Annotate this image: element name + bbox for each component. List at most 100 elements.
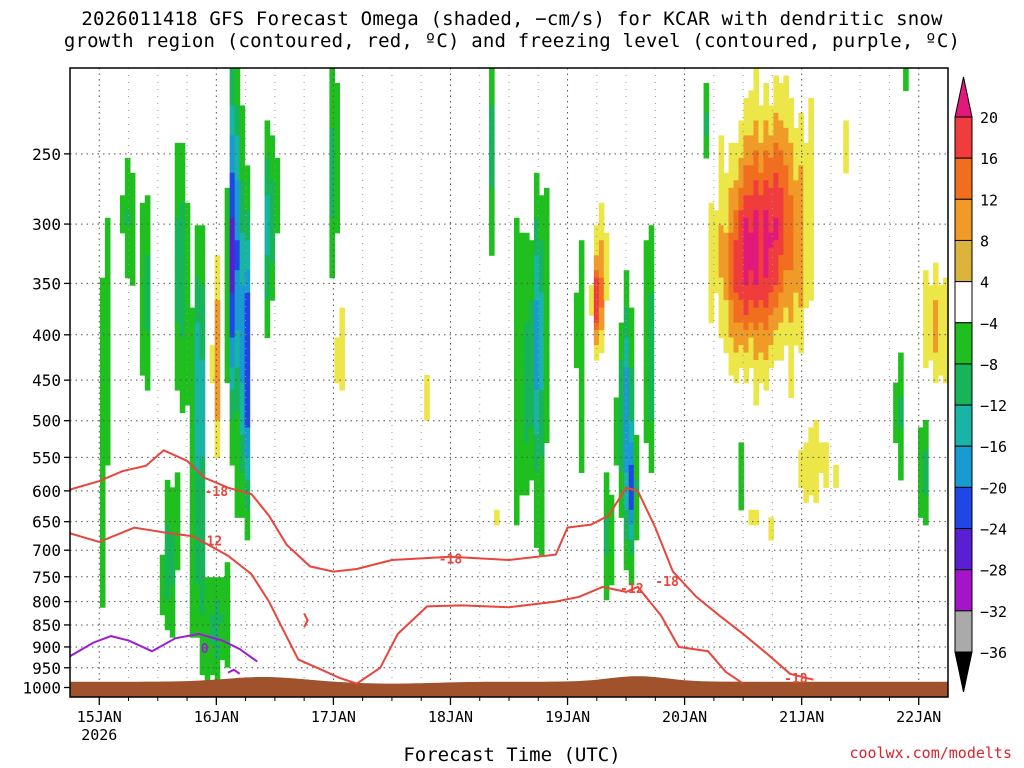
omega-cell — [523, 427, 530, 436]
omega-cell — [184, 367, 191, 376]
omega-cell — [523, 389, 530, 399]
omega-cell — [778, 300, 784, 309]
omega-cell — [528, 352, 535, 361]
omega-cell — [773, 90, 779, 99]
omega-cell — [578, 322, 585, 331]
omega-cell — [738, 150, 745, 159]
omega-cell — [174, 240, 181, 249]
omega-cell — [209, 607, 216, 616]
omega-cell — [593, 255, 600, 264]
omega-cell — [533, 487, 540, 496]
omega-cell — [788, 255, 794, 264]
x-tick-label: 20JAN — [662, 708, 707, 726]
omega-cell — [174, 157, 181, 166]
omega-cell — [244, 195, 251, 204]
omega-cell — [199, 404, 206, 414]
omega-cell — [763, 277, 770, 286]
omega-cell — [99, 427, 106, 436]
omega-cell — [938, 352, 944, 361]
omega-cell — [239, 352, 246, 361]
omega-cell — [598, 202, 605, 211]
y-tick-label: 900 — [32, 638, 61, 657]
omega-cell — [224, 375, 231, 384]
omega-cell — [813, 494, 819, 503]
omega-cell — [753, 180, 760, 189]
omega-cell — [144, 202, 151, 211]
omega-cell — [748, 202, 755, 211]
omega-cell — [144, 345, 151, 354]
omega-cell — [753, 352, 760, 361]
omega-cell — [518, 375, 525, 384]
omega-cell — [99, 442, 106, 451]
omega-cell — [533, 479, 540, 488]
omega-cell — [648, 464, 655, 473]
omega-cell — [788, 345, 794, 354]
omega-cell — [229, 217, 236, 226]
omega-cell — [738, 270, 745, 279]
omega-cell — [778, 270, 784, 279]
omega-cell — [204, 652, 211, 661]
omega-cell — [893, 419, 899, 429]
omega-cell — [943, 300, 948, 309]
omega-cell — [943, 285, 948, 294]
omega-cell — [489, 202, 495, 211]
omega-cell — [803, 247, 809, 256]
omega-cell — [538, 300, 545, 309]
omega-cell — [179, 165, 186, 174]
omega-cell — [264, 135, 271, 144]
omega-cell — [708, 217, 715, 226]
omega-cell — [788, 157, 794, 166]
colorbar-bin — [954, 569, 973, 612]
omega-cell — [783, 90, 789, 99]
omega-cell — [763, 150, 770, 159]
omega-cell — [179, 352, 186, 361]
omega-cell — [104, 367, 111, 376]
omega-cell — [788, 322, 794, 331]
omega-cell — [219, 614, 226, 623]
omega-cell — [758, 367, 765, 376]
omega-cell — [174, 502, 181, 511]
omega-cell — [708, 255, 715, 264]
omega-cell — [229, 172, 236, 181]
omega-cell — [528, 300, 535, 309]
omega-cell — [224, 352, 231, 361]
omega-cell — [613, 412, 620, 421]
omega-cell — [593, 292, 600, 301]
omega-cell — [224, 577, 231, 586]
omega-cell — [768, 360, 774, 369]
omega-cell — [943, 330, 948, 339]
omega-cell — [104, 449, 111, 458]
omega-cell — [533, 300, 540, 309]
omega-cell — [743, 315, 750, 324]
omega-cell — [923, 487, 929, 496]
omega-cell — [943, 292, 948, 301]
omega-cell — [768, 330, 774, 339]
omega-cell — [334, 172, 340, 181]
omega-cell — [643, 315, 650, 324]
omega-cell — [803, 240, 809, 249]
omega-cell — [708, 292, 715, 301]
omega-cell — [234, 255, 241, 264]
omega-cell — [798, 345, 804, 354]
omega-cell — [603, 517, 610, 526]
omega-cell — [104, 285, 111, 294]
omega-cell — [209, 592, 216, 601]
omega-cell — [239, 277, 246, 286]
omega-cell — [758, 120, 765, 129]
omega-cell — [748, 180, 755, 189]
omega-cell — [164, 562, 171, 571]
omega-cell — [239, 300, 246, 309]
omega-cell — [169, 607, 176, 616]
omega-cell — [179, 404, 186, 414]
omega-cell — [588, 307, 595, 316]
omega-cell — [758, 112, 765, 122]
omega-cell — [334, 187, 340, 196]
omega-cell — [733, 352, 740, 361]
omega-cell — [933, 315, 939, 324]
omega-cell — [768, 337, 774, 346]
omega-cell — [129, 187, 136, 196]
omega-cell — [184, 345, 191, 354]
omega-cell — [728, 225, 735, 234]
omega-cell — [194, 584, 201, 593]
omega-cell — [189, 569, 196, 578]
